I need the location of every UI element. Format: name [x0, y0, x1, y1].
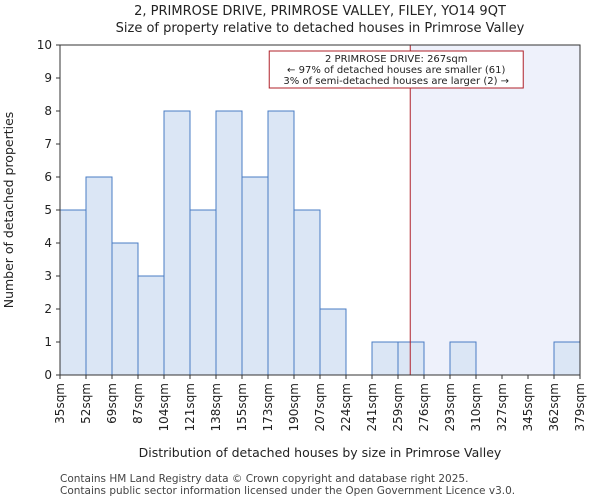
y-axis-ticks: 0 1 2 3 4 5 6 7 8 9 10 [37, 38, 60, 382]
y-tick-label: 9 [44, 71, 52, 85]
x-tick-label: 241sqm [365, 383, 379, 431]
x-tick-label: 190sqm [287, 383, 301, 431]
bars-layer [59, 110, 581, 376]
annotation-line3: 3% of semi-detached houses are larger (2… [283, 76, 509, 87]
x-tick-label: 87sqm [131, 383, 145, 424]
y-tick-label: 3 [44, 269, 52, 283]
y-tick-label: 0 [44, 368, 52, 382]
x-tick-label: 35sqm [53, 383, 67, 424]
y-tick-label: 8 [44, 104, 52, 118]
y-axis-label: Number of detached properties [1, 112, 16, 309]
bar-207sqm [319, 308, 347, 376]
y-tick-label: 7 [44, 137, 52, 151]
x-tick-label: 293sqm [443, 383, 457, 431]
x-tick-label: 69sqm [105, 383, 119, 424]
bar-293sqm [449, 341, 477, 376]
bar-155sqm [241, 176, 269, 376]
x-axis-label: Distribution of detached houses by size … [139, 445, 502, 460]
x-tick-label: 362sqm [547, 383, 561, 431]
x-tick-label: 104sqm [157, 383, 171, 431]
bar-69sqm [111, 242, 139, 376]
x-tick-label: 52sqm [79, 383, 93, 424]
x-tick-label: 173sqm [261, 383, 275, 431]
x-tick-label: 121sqm [183, 383, 197, 431]
x-tick-label: 259sqm [391, 383, 405, 431]
footer-line2: Contains public sector information licen… [60, 485, 515, 497]
bar-121sqm [189, 209, 217, 376]
x-tick-label: 224sqm [339, 383, 353, 431]
above-subject-shade [410, 45, 580, 375]
y-tick-label: 6 [44, 170, 52, 184]
y-tick-label: 5 [44, 203, 52, 217]
above-subject-shade-layer [410, 45, 580, 375]
x-tick-label: 327sqm [495, 383, 509, 431]
x-tick-label: 155sqm [235, 383, 249, 431]
bar-87sqm [137, 275, 165, 376]
annotation-box [268, 50, 524, 89]
bar-104sqm [163, 110, 191, 376]
bar-52sqm [85, 176, 113, 376]
x-tick-label: 207sqm [313, 383, 327, 431]
x-tick-label: 310sqm [469, 383, 483, 431]
bar-138sqm [215, 110, 243, 376]
x-tick-label: 138sqm [209, 383, 223, 431]
x-tick-label: 379sqm [573, 383, 587, 431]
chart-title-line2: Size of property relative to detached ho… [116, 21, 525, 36]
y-tick-label: 2 [44, 302, 52, 316]
bar-259sqm [397, 341, 425, 376]
bar-35sqm [59, 209, 87, 376]
x-axis-ticks: 35sqm 52sqm 69sqm 87sqm 104sqm 121sqm 138sqm 15… [53, 375, 587, 431]
y-tick-label: 1 [44, 335, 52, 349]
annotation-line2: ← 97% of detached houses are smaller (61… [287, 65, 505, 76]
annotation-line1: 2 PRIMROSE DRIVE: 267sqm [325, 54, 467, 65]
footer-line1: Contains HM Land Registry data © Crown c… [60, 473, 468, 485]
bar-362sqm [553, 341, 581, 376]
x-tick-label: 345sqm [521, 383, 535, 431]
bar-190sqm [293, 209, 321, 376]
x-tick-label: 276sqm [417, 383, 431, 431]
bar-173sqm [267, 110, 295, 376]
chart-title-line1: 2, PRIMROSE DRIVE, PRIMROSE VALLEY, FILE… [134, 4, 506, 19]
y-tick-label: 4 [44, 236, 52, 250]
y-tick-label: 10 [37, 38, 52, 52]
bar-241sqm [371, 341, 399, 376]
